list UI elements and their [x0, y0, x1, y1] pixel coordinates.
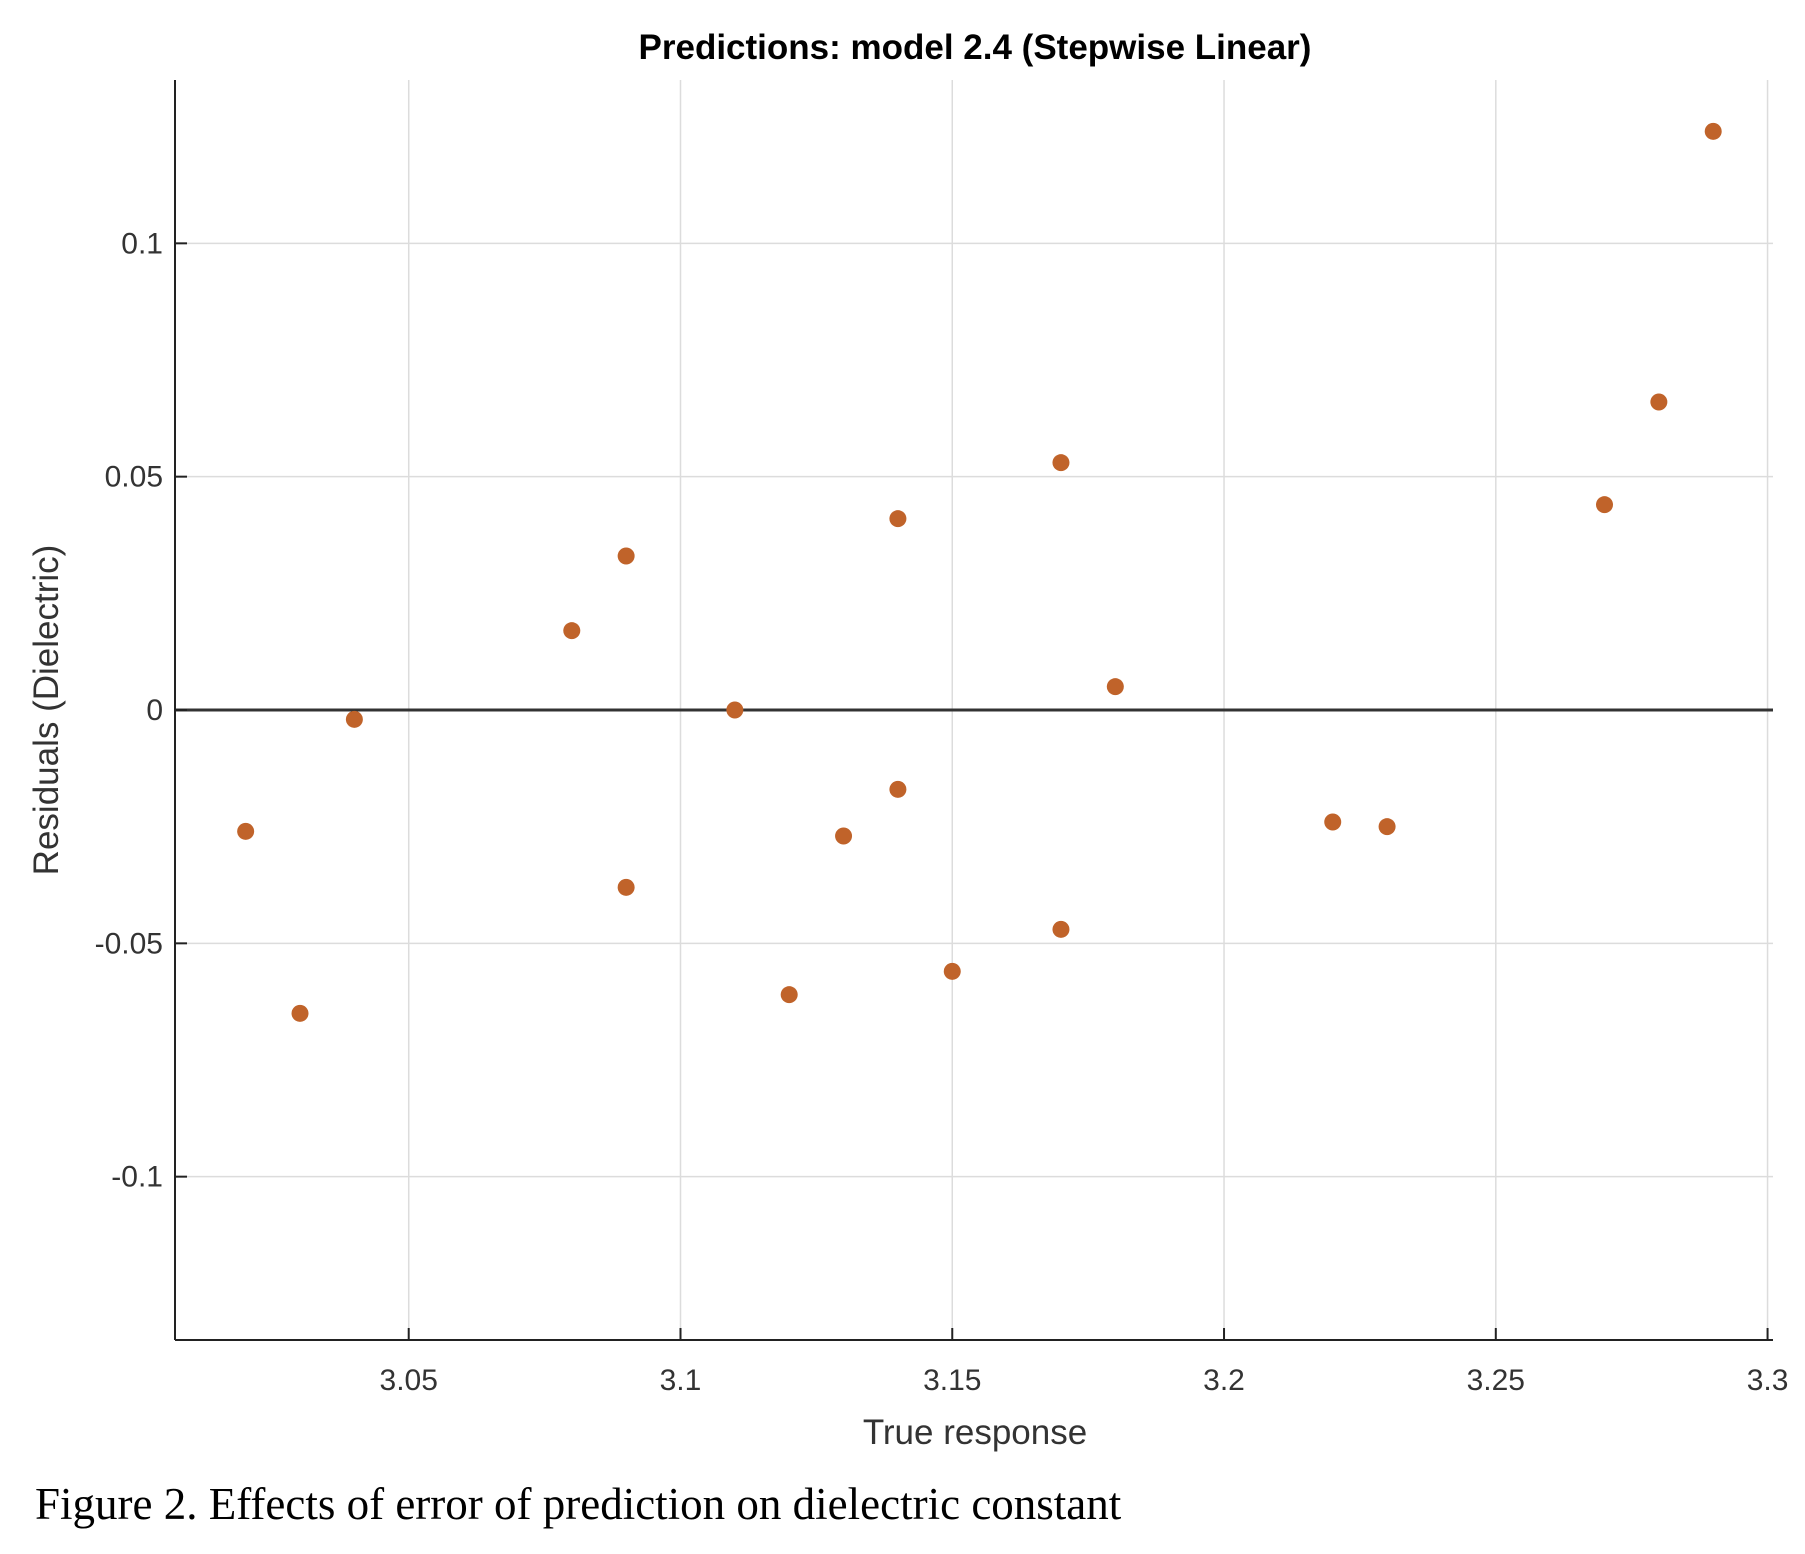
x-tick-label: 3.3 [1747, 1364, 1789, 1397]
data-point [1378, 818, 1396, 836]
x-tick-labels: 3.05 3.1 3.15 3.2 3.25 3.3 [380, 1328, 1789, 1397]
data-point [780, 986, 798, 1004]
data-point [1106, 678, 1124, 696]
data-point [889, 510, 907, 528]
y-tick-label: -0.1 [111, 1161, 163, 1194]
data-point [237, 822, 255, 840]
y-axis-label: Residuals (Dielectric) [27, 545, 66, 876]
data-point [1650, 393, 1668, 411]
data-point [1704, 122, 1722, 140]
data-point [617, 878, 635, 896]
data-point [345, 710, 363, 728]
chart-title: Predictions: model 2.4 (Stepwise Linear) [639, 28, 1312, 67]
y-tick-label: 0 [146, 694, 163, 727]
data-points [237, 122, 1722, 1022]
data-point [617, 547, 635, 565]
data-point [563, 622, 581, 640]
y-tick-label: 0.1 [121, 227, 163, 260]
x-tick-label: 3.25 [1467, 1364, 1525, 1397]
data-point [1596, 496, 1614, 514]
data-point [291, 1004, 309, 1022]
data-point [943, 962, 961, 980]
x-tick-label: 3.1 [660, 1364, 702, 1397]
x-tick-label: 3.15 [923, 1364, 981, 1397]
y-tick-labels: -0.1 -0.05 0 0.05 0.1 [95, 227, 187, 1194]
data-point [889, 780, 907, 798]
data-point [835, 827, 853, 845]
y-tick-label: -0.05 [95, 927, 163, 960]
data-point [726, 701, 744, 719]
x-tick-label: 3.05 [380, 1364, 438, 1397]
data-point [1324, 813, 1342, 831]
data-point [1052, 454, 1070, 472]
data-point [1052, 920, 1070, 938]
y-tick-label: 0.05 [105, 461, 163, 494]
x-axis-label: True response [863, 1413, 1087, 1452]
figure-caption: Figure 2. Effects of error of prediction… [35, 1479, 1122, 1529]
x-tick-label: 3.2 [1203, 1364, 1245, 1397]
